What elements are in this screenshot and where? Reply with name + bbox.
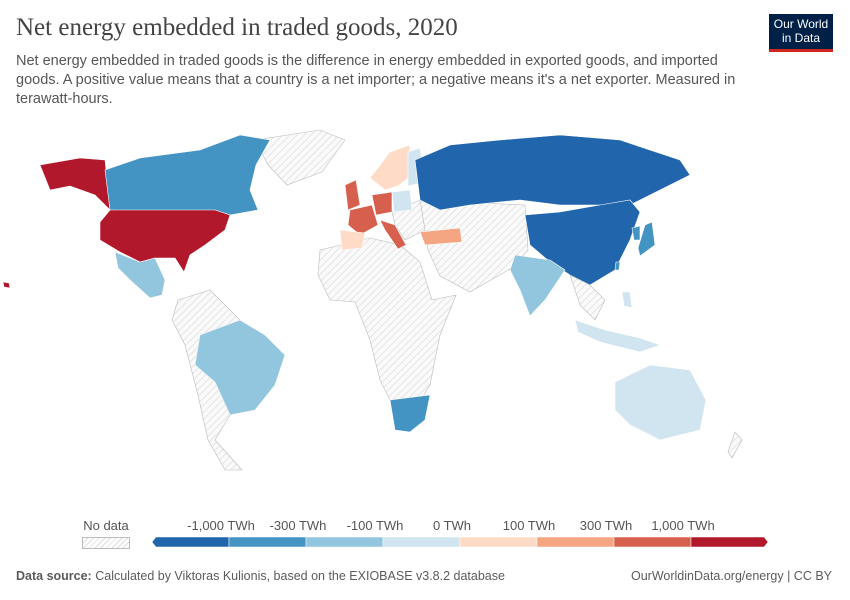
legend-bin-1 [228,536,307,548]
country-france[interactable] [347,204,379,236]
country-hawaii[interactable] [2,281,11,289]
country-canada[interactable] [104,134,271,216]
country-italy[interactable] [379,219,407,250]
legend-tick: -300 TWh [269,518,327,533]
country-turkey[interactable] [419,227,463,246]
country-usa[interactable] [99,209,231,273]
legend-bin-7 [690,536,769,548]
country-south-africa[interactable] [389,394,431,433]
no-data-swatch [82,537,130,549]
country-nz[interactable] [727,431,743,459]
color-legend: No data -1,000 TWh -300 TWh -100 TWh 0 TWh 1… [0,515,850,555]
country-indonesia[interactable] [574,319,661,353]
country-poland[interactable] [391,189,413,213]
country-seasia[interactable] [569,274,606,321]
world-map [2,129,743,471]
legend-bin-5 [536,536,615,548]
legend-tick: 1,000 TWh [651,518,715,533]
legend-bin-3 [382,536,461,548]
country-scandinavia[interactable] [369,144,411,191]
country-australia[interactable] [614,364,707,441]
country-uk[interactable] [344,179,361,211]
country-spain[interactable] [339,229,366,251]
legend-tick: 0 TWh [432,518,472,533]
data-source: Data source: Calculated by Viktoras Kuli… [16,569,505,583]
country-mideast[interactable] [419,199,529,293]
country-mexico[interactable] [114,251,166,299]
country-africa[interactable] [317,237,457,401]
legend-bar [151,536,769,548]
country-taiwan[interactable] [614,261,621,271]
country-brazil[interactable] [194,319,286,416]
chart-title: Net energy embedded in traded goods, 202… [16,14,458,41]
country-germany[interactable] [371,191,393,216]
legend-bin-2 [305,536,384,548]
country-alaska[interactable] [39,157,111,211]
legend-bin-6 [613,536,692,548]
country-philippines[interactable] [621,291,633,309]
country-greenland[interactable] [254,129,346,186]
chart-subtitle: Net energy embedded in traded goods is t… [16,53,736,107]
no-data-label: No data [83,518,129,533]
footer-link[interactable]: OurWorldinData.org/energy | CC BY [630,569,832,583]
country-india[interactable] [509,254,566,317]
country-korea[interactable] [631,225,641,241]
country-russia[interactable] [414,134,691,211]
source-label: Data source: [16,569,92,583]
legend-bin-0 [151,536,230,548]
country-japan[interactable] [637,221,656,257]
legend-tick: 100 TWh [502,518,556,533]
source-text: Calculated by Viktoras Kulionis, based o… [95,569,505,583]
legend-tick: -1,000 TWh [187,518,255,533]
legend-tick: -100 TWh [346,518,404,533]
legend-bin-4 [459,536,538,548]
legend-tick: 300 TWh [579,518,633,533]
owid-logo[interactable]: Our World in Data [769,14,833,52]
